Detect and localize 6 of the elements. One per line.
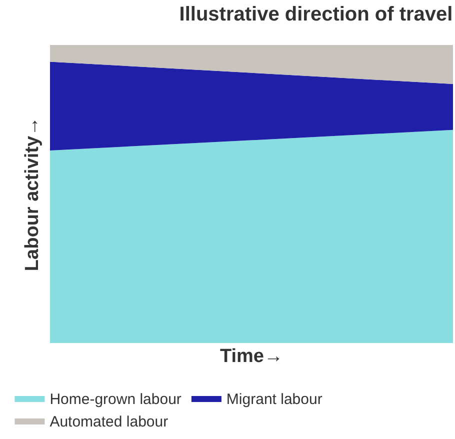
x-axis-title: Time→ (220, 346, 284, 367)
y-axis-title: Labour activity→ (22, 116, 43, 272)
legend-label: Automated labour (50, 413, 168, 430)
legend-label: Migrant labour (226, 390, 322, 408)
legend-label: Home-grown labour (50, 390, 182, 408)
chart-title: Illustrative direction of travel (179, 4, 453, 26)
